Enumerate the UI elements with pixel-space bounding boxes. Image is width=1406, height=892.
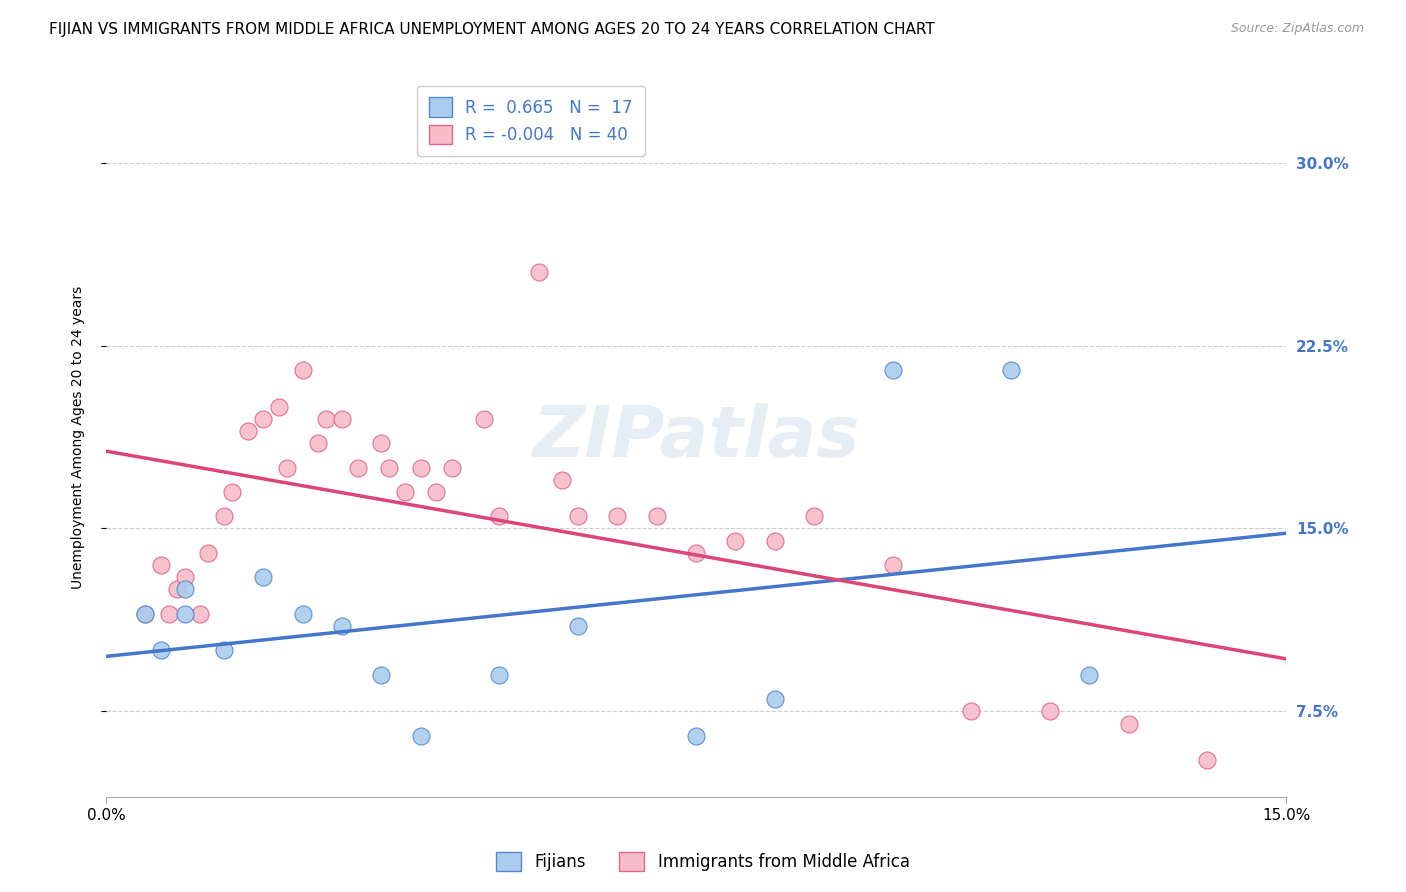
Point (291, 363, 314, 377)
Point (173, 607, 195, 621)
Point (425, 484, 447, 499)
Y-axis label: Unemployment Among Ages 20 to 24 years: Unemployment Among Ages 20 to 24 years (72, 285, 86, 589)
Text: FIJIAN VS IMMIGRANTS FROM MIDDLE AFRICA UNEMPLOYMENT AMONG AGES 20 TO 24 YEARS C: FIJIAN VS IMMIGRANTS FROM MIDDLE AFRICA … (49, 22, 935, 37)
Point (882, 558, 904, 572)
Point (960, 704, 983, 718)
Point (763, 692, 786, 706)
Point (685, 729, 707, 743)
Point (606, 509, 628, 524)
Point (252, 570, 274, 584)
Point (685, 546, 707, 560)
Point (212, 643, 235, 657)
Point (645, 509, 668, 524)
Point (370, 667, 392, 681)
Point (190, 607, 212, 621)
Point (291, 607, 314, 621)
Point (134, 607, 156, 621)
Point (150, 558, 173, 572)
Legend: R =  0.665   N =  17, R = -0.004   N = 40: R = 0.665 N = 17, R = -0.004 N = 40 (418, 86, 644, 156)
Point (409, 460, 432, 475)
Point (276, 460, 298, 475)
Point (1039, 704, 1062, 718)
Point (252, 411, 274, 425)
Point (269, 400, 291, 414)
Point (378, 460, 401, 475)
Point (409, 729, 432, 743)
Point (724, 533, 747, 548)
Point (212, 509, 235, 524)
Point (330, 619, 353, 633)
Point (166, 582, 188, 597)
Point (308, 436, 330, 450)
Point (488, 667, 510, 681)
Point (567, 619, 589, 633)
Point (134, 607, 156, 621)
Point (1000, 363, 1022, 377)
Text: Source: ZipAtlas.com: Source: ZipAtlas.com (1230, 22, 1364, 36)
Point (330, 411, 353, 425)
Point (488, 509, 510, 524)
Point (370, 436, 392, 450)
Point (394, 484, 416, 499)
Point (197, 546, 219, 560)
Text: ZIPatlas: ZIPatlas (533, 402, 860, 472)
Point (236, 424, 259, 438)
Point (441, 460, 464, 475)
Point (221, 484, 243, 499)
Point (1118, 716, 1140, 731)
Point (1078, 667, 1101, 681)
Point (472, 411, 495, 425)
Point (882, 363, 904, 377)
Point (763, 533, 786, 548)
Point (173, 570, 195, 584)
Legend: Fijians, Immigrants from Middle Africa: Fijians, Immigrants from Middle Africa (488, 843, 918, 880)
Point (1197, 753, 1219, 767)
Point (157, 607, 180, 621)
Point (150, 643, 173, 657)
Point (527, 265, 550, 279)
Point (567, 509, 589, 524)
Point (803, 509, 825, 524)
Point (315, 411, 337, 425)
Point (346, 460, 368, 475)
Point (551, 473, 574, 487)
Point (173, 582, 195, 597)
